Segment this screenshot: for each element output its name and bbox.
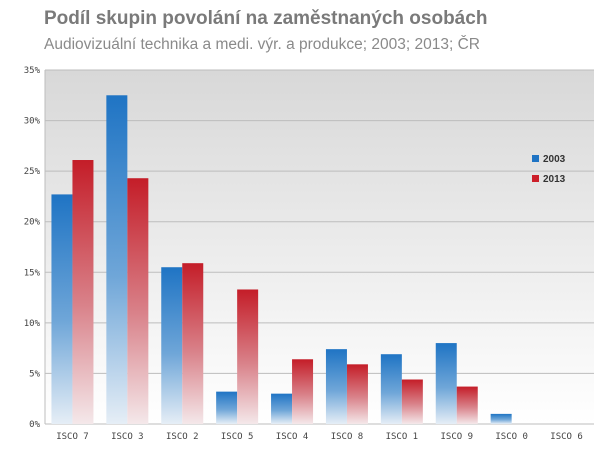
bar-2013-isco-9 (456, 386, 478, 424)
x-tick-label: ISCO 0 (495, 432, 528, 442)
bar-2013-isco-7 (72, 160, 94, 424)
y-tick-label: 5% (29, 369, 40, 379)
bar-2003-isco-4 (271, 393, 293, 424)
y-tick-label: 20% (24, 218, 41, 228)
x-tick-label: ISCO 4 (276, 432, 309, 442)
legend-label-2013: 2013 (543, 174, 566, 185)
x-tick-label: ISCO 7 (56, 432, 89, 442)
y-tick-label: 35% (24, 66, 41, 76)
y-tick-label: 0% (29, 420, 40, 430)
bar-2003-isco-1 (380, 354, 402, 424)
y-tick-label: 25% (24, 167, 41, 177)
bar-2013-isco-4 (292, 359, 314, 424)
x-tick-label: ISCO 1 (386, 432, 419, 442)
bar-2003-isco-3 (106, 95, 128, 425)
x-tick-label: ISCO 9 (440, 432, 473, 442)
bar-2003-isco-9 (435, 343, 457, 424)
bar-2003-isco-5 (216, 391, 238, 424)
x-tick-label: ISCO 8 (331, 432, 364, 442)
chart-subtitle: Audiovizuální technika a medi. výr. a pr… (44, 36, 480, 53)
bar-2003-isco-2 (161, 267, 183, 424)
x-tick-label: ISCO 6 (550, 432, 583, 442)
y-tick-label: 10% (24, 319, 41, 329)
legend-label-2003: 2003 (543, 154, 566, 165)
y-tick-label: 30% (24, 117, 41, 127)
bar-2013-isco-2 (182, 263, 204, 424)
bar-2003-isco-7 (51, 194, 73, 424)
bar-2003-isco-0 (490, 413, 512, 424)
bar-2013-isco-5 (237, 289, 259, 424)
bar-2013-isco-1 (401, 379, 423, 424)
y-tick-label: 15% (24, 268, 41, 278)
x-tick-label: ISCO 5 (221, 432, 254, 442)
bar-2013-isco-3 (127, 178, 149, 424)
chart-title: Podíl skupin povolání na zaměstnaných os… (44, 8, 488, 29)
bar-2003-isco-8 (325, 349, 347, 424)
bar-2013-isco-8 (346, 364, 368, 424)
x-tick-label: ISCO 3 (111, 432, 144, 442)
legend-swatch-2013 (532, 175, 539, 182)
x-tick-label: ISCO 2 (166, 432, 199, 442)
legend-swatch-2003 (532, 155, 539, 162)
